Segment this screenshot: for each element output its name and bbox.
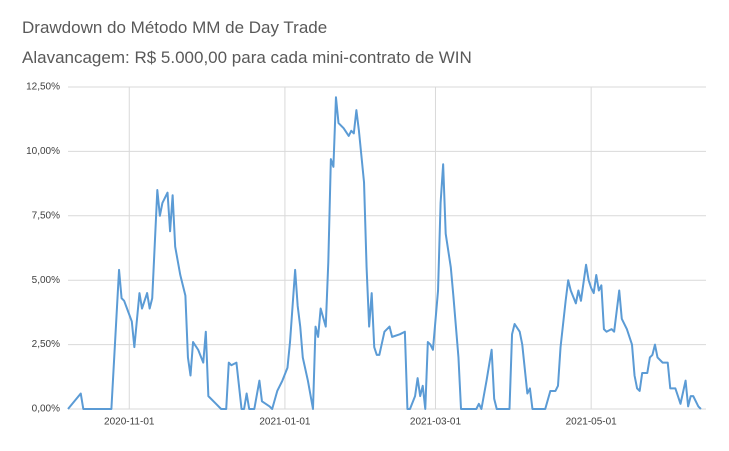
x-tick-label: 2020-11-01 xyxy=(104,417,155,428)
x-tick-label: 2021-05-01 xyxy=(566,417,618,428)
chart-title: Drawdown do Método MM de Day Trade xyxy=(22,18,327,37)
y-tick-label: 2,50% xyxy=(32,339,60,350)
y-tick-label: 5,00% xyxy=(32,275,60,286)
y-tick-label: 7,50% xyxy=(32,210,60,221)
x-tick-label: 2021-01-01 xyxy=(259,417,311,428)
data-line xyxy=(67,96,702,410)
y-tick-label: 12,50% xyxy=(26,82,60,93)
y-tick-label: 10,00% xyxy=(26,146,60,157)
y-tick-label: 0,00% xyxy=(32,404,60,415)
chart-subtitle: Alavancagem: R$ 5.000,00 para cada mini-… xyxy=(22,48,472,67)
x-tick-label: 2021-03-01 xyxy=(410,417,462,428)
